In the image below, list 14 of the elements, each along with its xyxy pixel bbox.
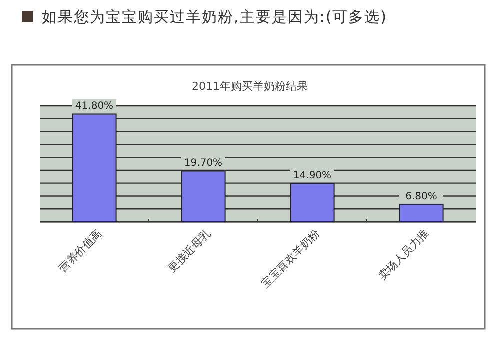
x-tick-label: 卖场人员力推	[376, 226, 432, 283]
bar	[399, 204, 444, 222]
x-tick-label: 营养价值高	[56, 226, 105, 276]
bar	[290, 183, 335, 222]
chart-subtitle: 2011年购买羊奶粉结果	[192, 80, 308, 93]
x-tick-label: 宝宝喜欢羊奶粉	[258, 226, 323, 291]
data-label: 41.80%	[75, 101, 114, 112]
x-tick-label: 更接近母乳	[166, 226, 214, 276]
bar	[181, 170, 226, 222]
data-label: 6.80%	[406, 191, 438, 202]
data-label: 14.90%	[293, 170, 332, 182]
chart-title: 如果您为宝宝购买过羊奶粉,主要是因为:(可多选)	[42, 8, 388, 26]
data-label: 19.70%	[184, 158, 223, 170]
bar	[72, 114, 117, 222]
